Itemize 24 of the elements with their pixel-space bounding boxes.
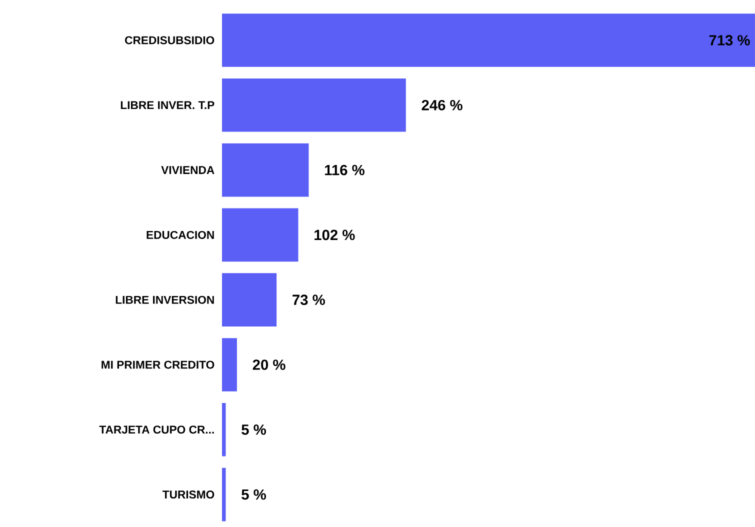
bar — [222, 208, 298, 262]
y-tick-label: CREDISUBSIDIO — [125, 36, 214, 44]
bar — [222, 468, 226, 522]
data-label: 246 % — [422, 100, 462, 110]
data-label: 713 % — [709, 35, 750, 46]
data-label: 73 % — [292, 294, 325, 306]
y-tick-label: VIVIENDA — [161, 166, 214, 174]
y-tick-label: MI PRIMER CREDITO — [102, 360, 214, 369]
bar — [222, 14, 755, 67]
bar — [222, 338, 237, 392]
bar — [222, 143, 309, 197]
data-label: 102 % — [314, 230, 355, 240]
bar — [222, 273, 277, 327]
data-label: 5 % — [242, 424, 266, 435]
bar — [222, 78, 406, 132]
y-tick-label: TARJETA CUPO CR... — [99, 426, 214, 434]
y-tick-label: LIBRE INVERSION — [116, 296, 214, 304]
y-tick-label: TURISMO — [162, 490, 214, 499]
data-label: 116 % — [325, 164, 364, 176]
data-label: 5 % — [242, 489, 266, 500]
data-label: 20 % — [252, 360, 286, 370]
y-tick-label: LIBRE INVER. T.P — [120, 101, 214, 110]
y-tick-label: EDUCACION — [146, 230, 214, 239]
bar — [222, 402, 226, 456]
